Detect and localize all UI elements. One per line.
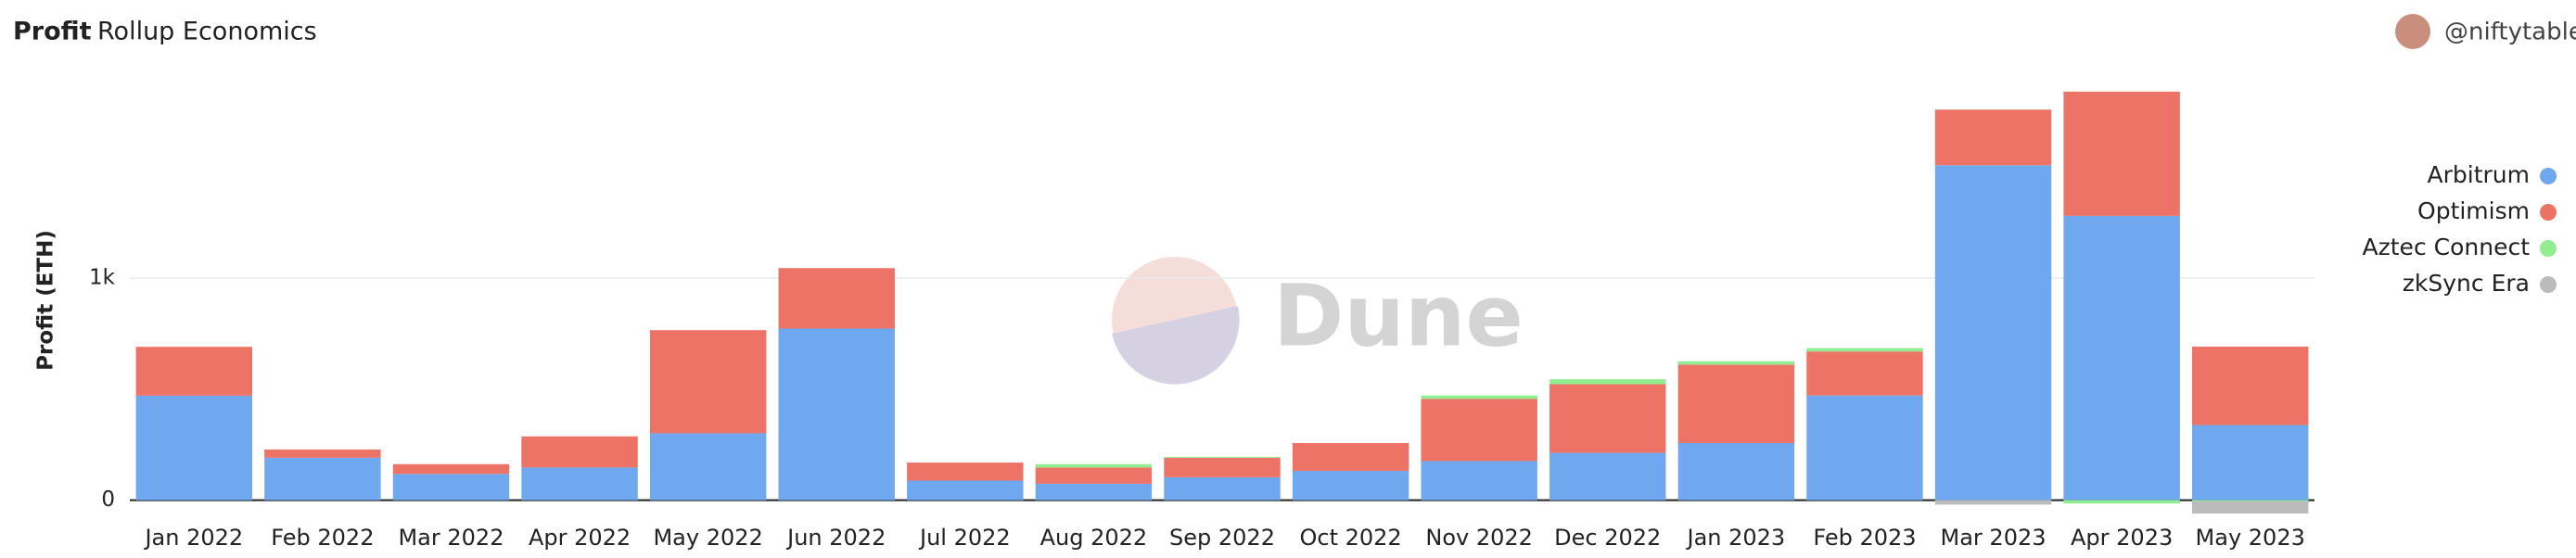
header-subtitle: Rollup Economics [97, 18, 317, 46]
watermark-text: Dune [1273, 266, 1524, 365]
legend-label: Arbitrum [2428, 161, 2530, 188]
y-axis-title: Profit (ETH) [34, 230, 58, 371]
bar-segment [1035, 467, 1153, 484]
bar-segment [1035, 463, 1153, 468]
bar-segment [649, 330, 767, 434]
bar-segment [1035, 483, 1153, 501]
legend-swatch [2540, 204, 2557, 221]
x-tick-label: Apr 2022 [529, 525, 631, 551]
x-tick-label: Apr 2023 [2071, 525, 2173, 551]
bar-segment [264, 449, 381, 458]
bar-segment [2191, 501, 2309, 514]
legend-swatch [2540, 168, 2557, 184]
bar-segment [2063, 500, 2180, 504]
x-tick-label: May 2023 [2196, 525, 2305, 551]
bar-segment [1421, 461, 1537, 501]
bar-segment [1677, 442, 1795, 501]
bar-segment [2191, 425, 2309, 501]
legend-label: Aztec Connect [2363, 234, 2531, 260]
legend-swatch [2540, 276, 2557, 293]
bar-segment [1677, 361, 1795, 365]
bar-segment [1549, 379, 1666, 385]
x-tick-label: May 2022 [653, 525, 762, 551]
bar-segment [1164, 456, 1281, 458]
bar-segment [2063, 91, 2180, 216]
bar-segment [1806, 351, 1923, 396]
x-tick-label: Sep 2022 [1169, 525, 1275, 551]
x-tick-label: Feb 2022 [271, 525, 374, 551]
bar-segment [1549, 452, 1666, 501]
bar-segment [1677, 364, 1795, 443]
bar-segment [392, 474, 510, 501]
y-tick-label: 1k [89, 265, 116, 289]
avatar[interactable] [2395, 14, 2430, 49]
x-tick-label: Jun 2022 [785, 525, 886, 551]
bar-segment [907, 480, 1024, 501]
bar-segment [649, 433, 767, 501]
x-tick-label: Mar 2023 [1941, 525, 2047, 551]
x-tick-label: Nov 2022 [1425, 525, 1533, 551]
bar-segment [778, 328, 895, 501]
x-tick-label: Jan 2022 [143, 525, 243, 551]
legend-label: zkSync Era [2403, 270, 2530, 297]
bar-segment [1934, 500, 2052, 505]
header-title: Profit [13, 18, 92, 46]
bar-segment [135, 395, 253, 501]
bar-segment [1421, 399, 1537, 462]
bar-segment [1549, 384, 1666, 453]
bar-segment [1806, 395, 1923, 501]
bar-segment [264, 457, 381, 501]
bar-segment [1421, 395, 1537, 399]
x-tick-label: Oct 2022 [1299, 525, 1401, 551]
bar-segment [1934, 165, 2052, 501]
watermark: Dune [1112, 257, 1524, 385]
legend-swatch [2540, 240, 2557, 257]
user-name[interactable]: @niftytable [2444, 19, 2576, 46]
x-tick-label: Jul 2022 [918, 525, 1011, 551]
bar-segment [1164, 457, 1281, 477]
bar-segment [135, 347, 253, 396]
x-tick-label: Aug 2022 [1040, 525, 1148, 551]
bar-segment [1164, 476, 1281, 501]
x-tick-label: Jan 2023 [1686, 525, 1786, 551]
bar-segment [778, 268, 895, 329]
bar-segment [521, 467, 638, 501]
legend-label: Optimism [2417, 197, 2530, 224]
x-tick-label: Feb 2023 [1813, 525, 1916, 551]
x-tick-label: Mar 2022 [398, 525, 504, 551]
bar-segment [1934, 109, 2052, 166]
y-tick-label: 0 [101, 488, 115, 512]
bar-segment [907, 463, 1024, 481]
bar-segment [521, 436, 638, 468]
bar-segment [2191, 346, 2309, 425]
bar-segment [1292, 442, 1409, 471]
x-tick-label: Dec 2022 [1554, 525, 1661, 551]
bar-segment [1292, 470, 1409, 501]
bar-segment [1806, 348, 1923, 352]
bar-segment [2063, 215, 2180, 501]
bar-segment [392, 463, 510, 475]
